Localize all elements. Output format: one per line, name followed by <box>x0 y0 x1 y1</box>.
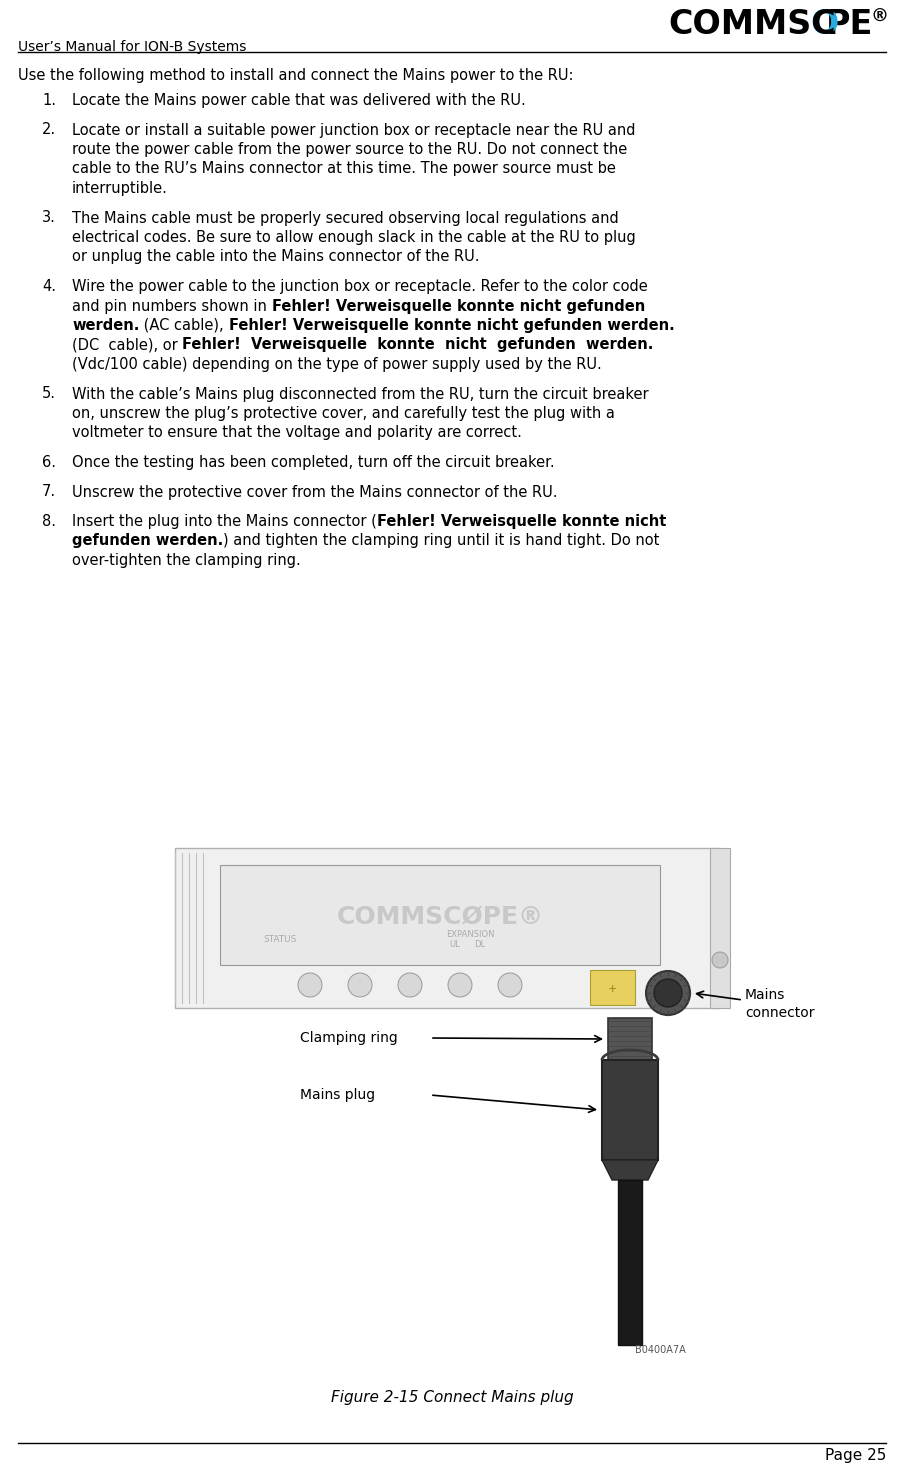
Text: 4.: 4. <box>42 278 56 295</box>
Text: Fehler!  Verweisquelle  konnte  nicht  gefunden  werden.: Fehler! Verweisquelle konnte nicht gefun… <box>182 338 653 352</box>
Text: Use the following method to install and connect the Mains power to the RU:: Use the following method to install and … <box>18 68 573 83</box>
Circle shape <box>653 979 681 1007</box>
Text: Mains plug: Mains plug <box>300 1089 375 1102</box>
Text: and pin numbers shown in: and pin numbers shown in <box>72 299 271 314</box>
Text: cable to the RU’s Mains connector at this time. The power source must be: cable to the RU’s Mains connector at thi… <box>72 161 615 176</box>
Text: 5.: 5. <box>42 387 56 401</box>
Text: Figure 2-15 Connect Mains plug: Figure 2-15 Connect Mains plug <box>330 1391 573 1405</box>
Text: voltmeter to ensure that the voltage and polarity are correct.: voltmeter to ensure that the voltage and… <box>72 425 521 440</box>
Circle shape <box>348 973 372 997</box>
Text: O: O <box>810 7 838 41</box>
Text: electrical codes. Be sure to allow enough slack in the cable at the RU to plug: electrical codes. Be sure to allow enoug… <box>72 230 635 244</box>
Circle shape <box>646 972 689 1014</box>
Text: 1.: 1. <box>42 93 56 108</box>
Circle shape <box>397 973 422 997</box>
Text: Locate the Mains power cable that was delivered with the RU.: Locate the Mains power cable that was de… <box>72 93 526 108</box>
Text: COMMSC: COMMSC <box>667 7 835 41</box>
Bar <box>709 849 730 1009</box>
Text: Locate or install a suitable power junction box or receptacle near the RU and: Locate or install a suitable power junct… <box>72 123 635 138</box>
Text: ) and tighten the clamping ring until it is hand tight. Do not: ) and tighten the clamping ring until it… <box>223 533 659 548</box>
Text: UL: UL <box>449 940 460 949</box>
Text: B0400A7A: B0400A7A <box>634 1345 685 1355</box>
Text: +: + <box>607 983 617 994</box>
Text: COMMSCØPE®: COMMSCØPE® <box>336 905 543 929</box>
Circle shape <box>712 952 727 969</box>
Text: 6.: 6. <box>42 455 56 469</box>
Circle shape <box>298 973 321 997</box>
Bar <box>608 1017 651 1060</box>
Text: 3.: 3. <box>42 210 56 225</box>
Circle shape <box>448 973 471 997</box>
Bar <box>590 970 634 1006</box>
Text: Insert the plug into the Mains connector (: Insert the plug into the Mains connector… <box>72 514 377 529</box>
Text: Fehler! Verweisquelle konnte nicht gefunden: Fehler! Verweisquelle konnte nicht gefun… <box>271 299 644 314</box>
Text: PE: PE <box>824 7 872 41</box>
Text: Once the testing has been completed, turn off the circuit breaker.: Once the testing has been completed, tur… <box>72 455 554 469</box>
Text: Mains
connector: Mains connector <box>744 988 814 1020</box>
Text: EXPANSION: EXPANSION <box>445 930 494 939</box>
Text: over-tighten the clamping ring.: over-tighten the clamping ring. <box>72 552 301 569</box>
Text: ®: ® <box>870 7 888 27</box>
Text: Fehler! Verweisquelle konnte nicht gefunden werden.: Fehler! Verweisquelle konnte nicht gefun… <box>228 318 674 333</box>
Text: 2.: 2. <box>42 123 56 138</box>
Text: or unplug the cable into the Mains connector of the RU.: or unplug the cable into the Mains conne… <box>72 249 479 265</box>
Text: Page 25: Page 25 <box>824 1448 885 1463</box>
Text: User’s Manual for ION-B Systems: User’s Manual for ION-B Systems <box>18 40 247 53</box>
Text: route the power cable from the power source to the RU. Do not connect the: route the power cable from the power sou… <box>72 142 627 157</box>
Text: Unscrew the protective cover from the Mains connector of the RU.: Unscrew the protective cover from the Ma… <box>72 484 557 499</box>
Bar <box>219 865 659 966</box>
Text: 7.: 7. <box>42 484 56 499</box>
Text: on, unscrew the plug’s protective cover, and carefully test the plug with a: on, unscrew the plug’s protective cover,… <box>72 406 614 421</box>
Text: Fehler! Verweisquelle konnte nicht: Fehler! Verweisquelle konnte nicht <box>377 514 666 529</box>
Text: werden.: werden. <box>72 318 139 333</box>
Text: gefunden werden.: gefunden werden. <box>72 533 223 548</box>
Bar <box>618 1180 641 1345</box>
Text: (AC cable),: (AC cable), <box>139 318 228 333</box>
Text: DL: DL <box>474 940 485 949</box>
Text: The Mains cable must be properly secured observing local regulations and: The Mains cable must be properly secured… <box>72 210 618 225</box>
Bar <box>175 849 719 1009</box>
Text: With the cable’s Mains plug disconnected from the RU, turn the circuit breaker: With the cable’s Mains plug disconnected… <box>72 387 648 401</box>
Circle shape <box>498 973 521 997</box>
Bar <box>601 1060 657 1160</box>
Text: Wire the power cable to the junction box or receptacle. Refer to the color code: Wire the power cable to the junction box… <box>72 278 647 295</box>
Text: (Vdc/100 cable) depending on the type of power supply used by the RU.: (Vdc/100 cable) depending on the type of… <box>72 357 601 372</box>
Text: (DC  cable), or: (DC cable), or <box>72 338 182 352</box>
Polygon shape <box>601 1160 657 1180</box>
Text: Clamping ring: Clamping ring <box>300 1031 397 1046</box>
Text: 8.: 8. <box>42 514 56 529</box>
Text: STATUS: STATUS <box>263 935 296 943</box>
Text: interruptible.: interruptible. <box>72 181 168 195</box>
